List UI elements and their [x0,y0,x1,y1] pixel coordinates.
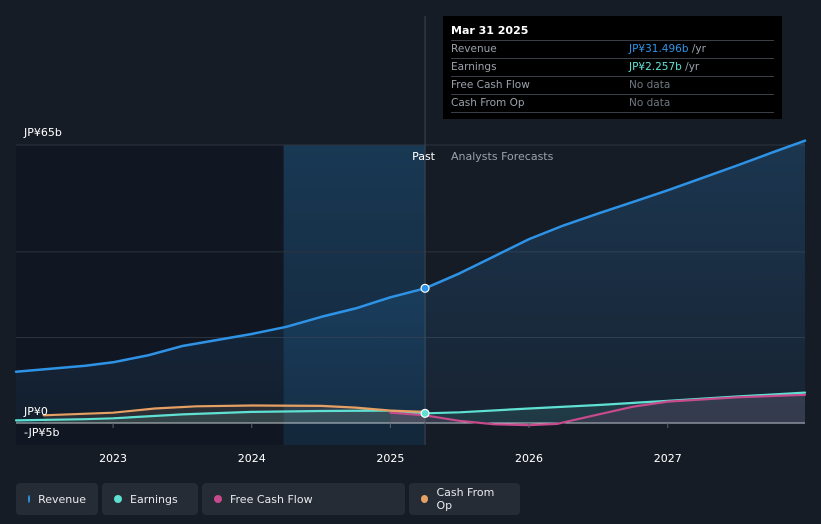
x-tick-label-2024: 2024 [238,452,266,465]
tooltip-value: JP¥31.496b [629,43,689,55]
tooltip-label: Revenue [451,43,497,55]
tooltip-unit: /yr [688,43,706,55]
tooltip-date: Mar 31 2025 [451,22,774,41]
y-tick-label-top: JP¥65b [23,126,62,139]
tooltip: Mar 31 2025 Revenue JP¥31.496b /yr Earni… [443,16,782,119]
legend-label: Earnings [130,492,178,506]
tooltip-value: No data [629,97,671,109]
tooltip-row-earnings: Earnings JP¥2.257b /yr [451,59,774,77]
legend-item-free-cash-flow[interactable]: Free Cash Flow [202,483,405,515]
tooltip-value: JP¥2.257b [629,61,682,73]
y-tick-label-bottom: -JP¥5b [24,426,59,439]
tooltip-row-free-cash-flow: Free Cash Flow No data [451,77,774,95]
tooltip-row-revenue: Revenue JP¥31.496b /yr [451,41,774,59]
cash-from-op-line [42,404,427,417]
forecast-label: Analysts Forecasts [451,150,554,163]
tooltip-label: Earnings [451,61,497,73]
legend-item-revenue[interactable]: Revenue [16,483,98,515]
legend-item-cash-from-op[interactable]: Cash From Op [409,483,520,515]
legend-item-earnings[interactable]: Earnings [102,483,198,515]
legend-label: Cash From Op [436,486,495,512]
x-tick-label-2027: 2027 [654,452,682,465]
legend-dot-icon [114,495,122,503]
tooltip-label: Free Cash Flow [451,79,530,91]
earnings-area [16,392,805,423]
legend-label: Free Cash Flow [230,492,313,506]
revenue-marker [420,283,430,293]
earnings-marker [420,408,430,418]
legend-dot-icon [28,495,31,503]
x-tick-label-2026: 2026 [515,452,543,465]
legend-dot-icon [421,495,429,503]
tooltip-label: Cash From Op [451,97,525,109]
legend: Revenue Earnings Free Cash Flow Cash Fro… [16,483,520,515]
legend-dot-icon [214,495,222,503]
tooltip-unit: /yr [681,61,700,73]
x-tick-label-2023: 2023 [99,452,127,465]
legend-label: Revenue [38,492,86,506]
tooltip-value: No data [629,79,671,91]
free-cash-flow-area [390,394,805,426]
tooltip-row-cash-from-op: Cash From Op No data [451,95,774,113]
past-label: Past [412,150,436,163]
free-cash-flow-line [389,393,807,427]
y-tick-label-zero: JP¥0 [23,405,48,418]
x-tick-label-2025: 2025 [376,452,404,465]
